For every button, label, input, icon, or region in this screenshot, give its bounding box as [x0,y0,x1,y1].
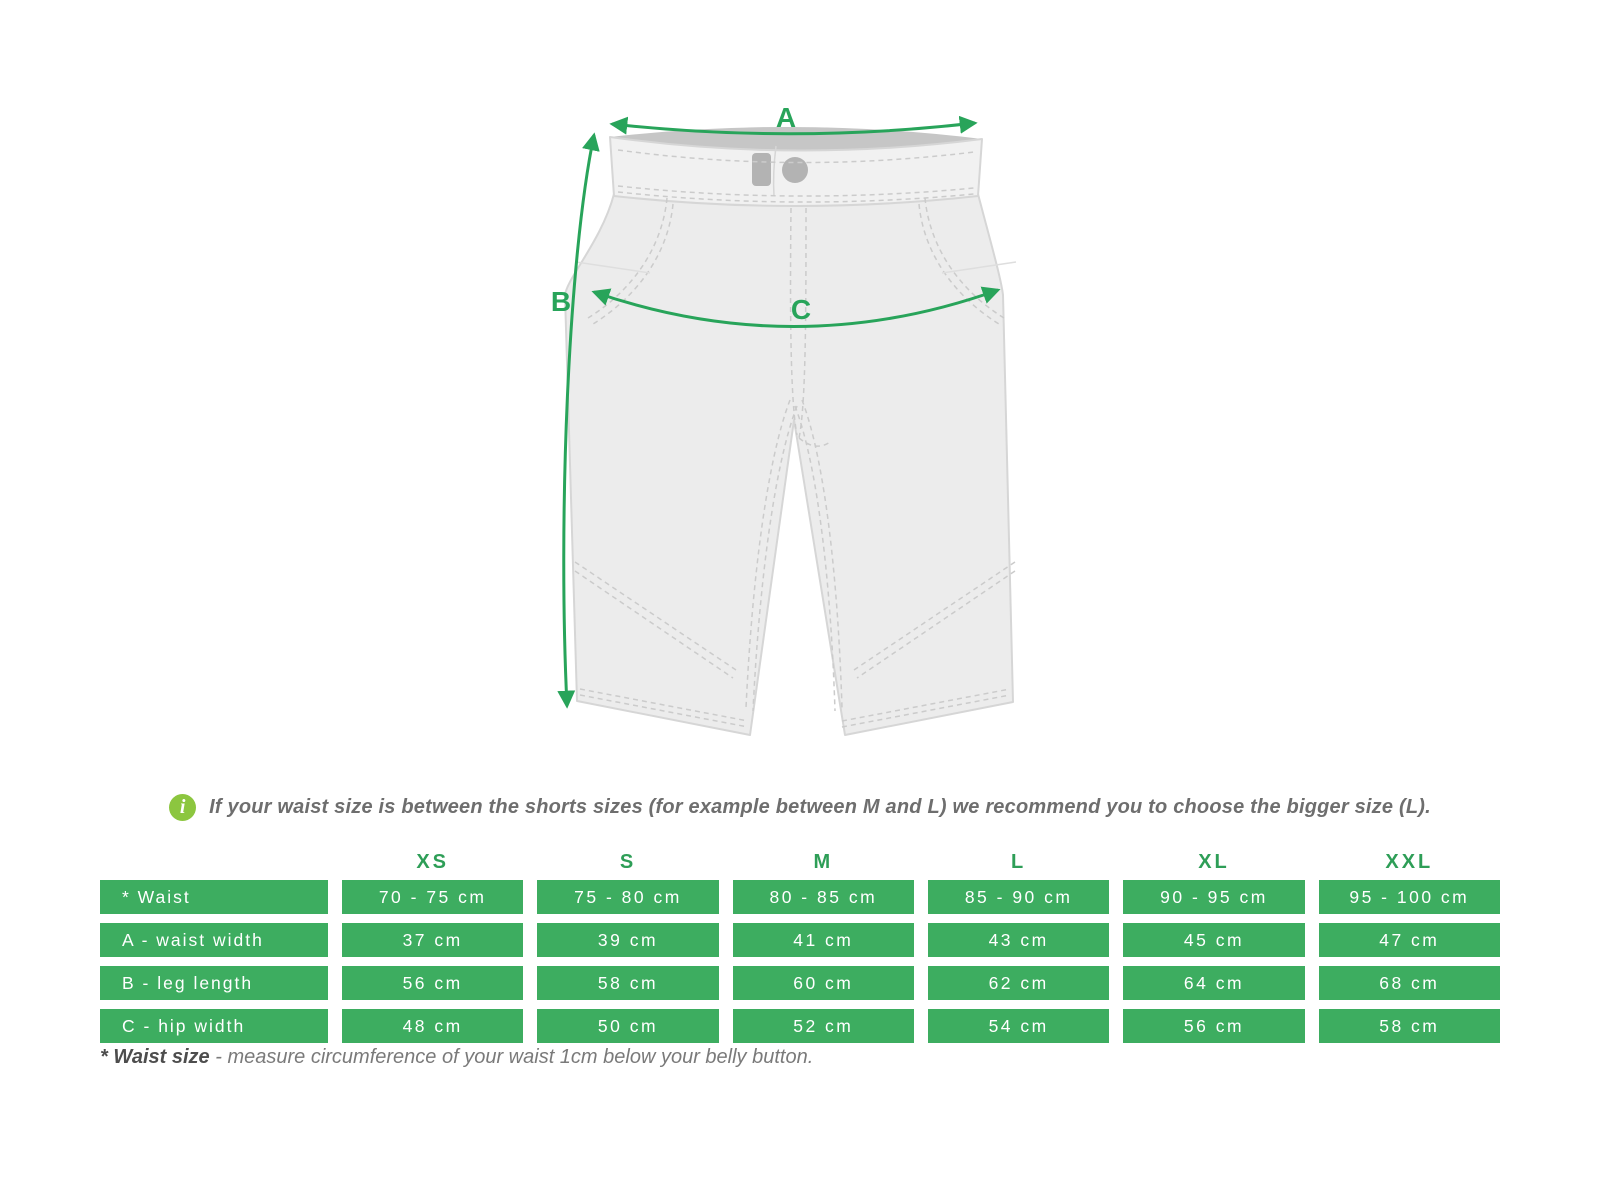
size-note: i If your waist size is between the shor… [0,794,1600,821]
info-icon: i [169,794,197,821]
leg-length-s: 58 cm [537,966,719,1000]
leg-length-m: 60 cm [732,966,914,1000]
leg-length-xl: 64 cm [1123,966,1305,1000]
row-label-leg-length: B - leg length [100,966,328,1000]
measure-arrows [557,115,1001,709]
waistband-seam [772,145,777,197]
footnote-asterisk: * [100,1046,114,1068]
row-label-waist-width: A - waist width [100,923,328,957]
stitching [574,149,1016,728]
waist-xs: 70 - 75 cm [342,880,524,914]
shorts-diagram: A B C [540,100,1060,750]
hip-width-m: 52 cm [732,1009,914,1043]
waist-xl: 90 - 95 cm [1123,880,1305,914]
waist-button [782,157,808,183]
size-header-m: M [813,851,834,873]
waist-width-xxl: 47 cm [1318,923,1500,957]
waist-width-l: 43 cm [927,923,1110,957]
leg-length-l: 62 cm [927,966,1110,1000]
footnote-text: - measure circumference of your waist 1c… [209,1046,814,1068]
measure-arrow-b [557,132,600,709]
measure-arrow-c [591,286,1001,328]
size-header-l: L [1011,851,1027,873]
waist-width-m: 41 cm [732,923,914,957]
shorts-illustration: A B C [551,102,1017,736]
size-table: * Waist 70 - 75 cm 75 - 80 cm 80 - 85 cm… [100,880,1500,1043]
size-header-xxl: XXL [1385,851,1434,873]
size-header-spacer [100,851,328,874]
leg-length-xxl: 68 cm [1318,966,1500,1000]
waist-m: 80 - 85 cm [732,880,914,914]
belt-tab [752,153,771,186]
hip-width-xs: 48 cm [342,1009,524,1043]
waist-width-xl: 45 cm [1123,923,1305,957]
size-header-xs: XS [416,851,449,873]
waist-xxl: 95 - 100 cm [1318,880,1500,914]
size-header-row: XS S M L XL XXL [100,851,1500,874]
hip-width-s: 50 cm [537,1009,719,1043]
waist-l: 85 - 90 cm [927,880,1110,914]
waist-s: 75 - 80 cm [537,880,719,914]
footnote-term: Waist size [113,1046,210,1068]
waist-width-xs: 37 cm [342,923,524,957]
row-label-waist: * Waist [100,880,328,914]
hip-width-xxl: 58 cm [1318,1009,1500,1043]
size-header-s: S [619,851,637,873]
row-label-hip-width: C - hip width [100,1009,328,1043]
measure-arrow-a [609,115,978,136]
size-note-text: If your waist size is between the shorts… [209,796,1431,818]
size-header-xl: XL [1198,851,1230,873]
measure-label-a: A [776,102,796,133]
hip-width-xl: 56 cm [1123,1009,1305,1043]
waist-footnote: * Waist size - measure circumference of … [100,1046,813,1069]
measure-label-b: B [551,286,571,317]
hip-width-l: 54 cm [927,1009,1110,1043]
measure-label-c: C [791,294,811,325]
leg-length-xs: 56 cm [342,966,524,1000]
waist-width-s: 39 cm [537,923,719,957]
